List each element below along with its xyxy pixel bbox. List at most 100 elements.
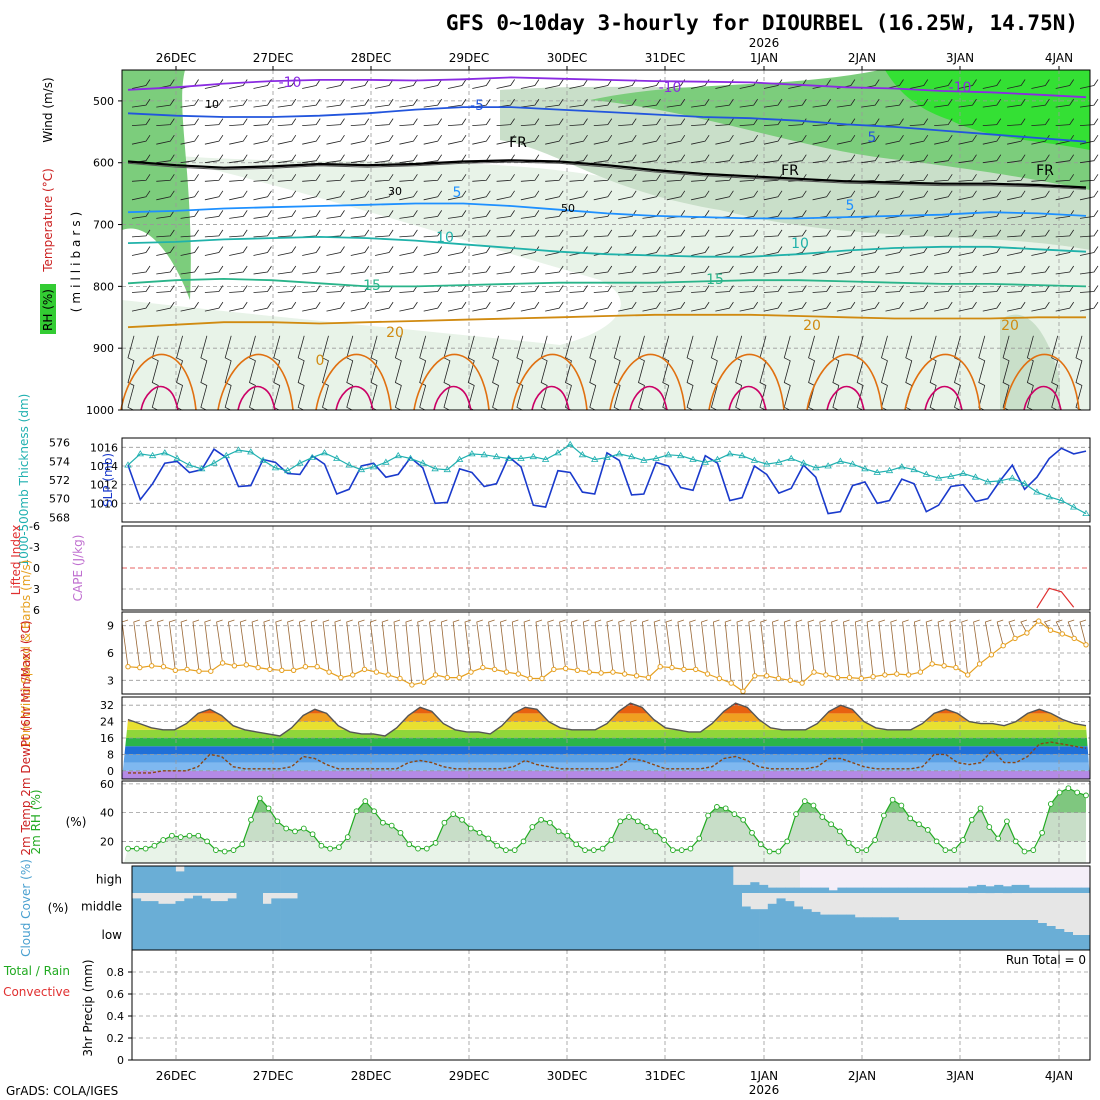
wind-barb-lower: [929, 360, 937, 386]
cloud-bar-high: [323, 866, 333, 893]
ylabel-temperature: Temperature (°C): [41, 168, 55, 273]
cloud-bar-high: [1072, 887, 1082, 893]
wind-barb: [204, 118, 224, 126]
wind-barb: [350, 98, 370, 108]
wind-barb-lower: [322, 360, 329, 386]
wind-barb-lower: [589, 335, 597, 362]
ylabel-precip-total: Total / Rain: [3, 964, 70, 978]
wind-barb: [836, 246, 856, 256]
bottom-date-label: 29DEC: [449, 1069, 489, 1083]
thickness-marker: [161, 449, 169, 456]
thickness-marker: [148, 451, 157, 459]
wind-barb: [666, 190, 686, 201]
wind-barb: [472, 79, 491, 89]
cloud-bar-low: [219, 920, 229, 950]
cloud-bar-middle: [602, 893, 612, 920]
wind-barb: [156, 229, 175, 238]
wind10-barb: [890, 619, 898, 675]
wind-barb: [545, 98, 564, 108]
wind10-barb: [157, 619, 164, 667]
pressure-tick-label: 1000: [86, 404, 114, 417]
wind10-marker: [657, 664, 663, 670]
wind-barb: [545, 79, 564, 89]
thickness-marker: [1020, 479, 1029, 487]
wind-barb: [836, 190, 856, 201]
wind-barb-lower: [1075, 385, 1083, 411]
wind-barb: [569, 174, 588, 182]
thickness-marker: [308, 453, 316, 460]
temperature-contour: [127, 202, 1087, 220]
wind10-marker: [953, 664, 959, 671]
wind10-marker: [728, 680, 734, 686]
thickness-marker: [873, 468, 881, 475]
wind-barb: [253, 98, 272, 108]
wind-barb-lower: [200, 335, 208, 362]
cloud-bar-middle: [863, 917, 873, 920]
contour-label: -10: [949, 80, 972, 96]
wind10-marker: [172, 667, 179, 673]
rh-marker: [766, 848, 773, 855]
cloud-bar-low: [776, 920, 786, 950]
contour-label: 30: [388, 185, 402, 198]
temperature-contours: [127, 76, 1087, 329]
cloud-bar-low: [201, 920, 211, 950]
wind-barb-lower: [249, 360, 256, 386]
wind-barb: [520, 98, 540, 108]
cloud-bar-low: [1020, 920, 1030, 950]
rh-marker: [547, 819, 553, 826]
cloud-bar-middle: [436, 893, 446, 920]
cloud-bar-middle: [462, 893, 472, 920]
wind-tick-label: 6: [107, 647, 114, 660]
temperature-contour: [127, 313, 1086, 329]
cloud-bar-high: [558, 866, 568, 893]
bottom-date-axis: 26DEC 27DEC 28DEC 29DEC 30DEC 31DEC 1JAN 2JAN 3J…: [156, 1069, 1073, 1097]
wind-barb: [982, 265, 1002, 275]
wind-barb: [763, 265, 783, 275]
wind-barb: [375, 301, 394, 312]
wind10-marker: [823, 672, 829, 678]
ylabel-slp: SLP (mb): [101, 453, 115, 507]
cloud-bar-low: [140, 920, 150, 950]
cloud-bar-low: [236, 920, 246, 950]
cloud-bar-middle: [306, 893, 316, 920]
wind-barb: [447, 118, 467, 126]
thickness-marker: [922, 470, 931, 477]
cloud-bar-low: [637, 920, 647, 950]
wind-barb-lower: [978, 335, 986, 362]
cloud-bar-low: [419, 920, 429, 950]
wind-barb: [472, 265, 491, 275]
li-line: [1036, 587, 1075, 609]
wind-barb: [496, 285, 515, 293]
thickness-marker: [615, 450, 624, 457]
cloud-bar-low: [506, 920, 516, 950]
cloud-bar-high: [776, 887, 786, 893]
wind-barb: [739, 79, 759, 89]
pressure-tick-label: 700: [93, 219, 114, 232]
wind10-marker: [562, 665, 569, 672]
cloud-bar-low: [889, 920, 899, 950]
wind-barb: [618, 154, 637, 164]
wind10-barb: [263, 619, 271, 670]
wind-barb-lower: [370, 335, 378, 362]
wind-barb: [1007, 98, 1026, 108]
wind10-marker: [149, 663, 155, 669]
wind-barb: [496, 174, 515, 182]
wind-barb-lower: [589, 360, 597, 386]
wind10-marker: [409, 682, 415, 688]
wind10-marker: [243, 662, 250, 668]
bottom-date-label: 3JAN: [946, 1069, 974, 1083]
cloud-bar-high: [166, 866, 176, 893]
rh-marker: [881, 812, 887, 819]
rh-clear-area: [122, 150, 621, 345]
rh-marker: [344, 834, 351, 840]
rh-marker: [714, 804, 720, 810]
cloud-bar-low: [1072, 935, 1082, 950]
wind-barb: [399, 79, 418, 89]
cloud-bar-middle: [419, 893, 429, 920]
wind-barb: [885, 285, 904, 293]
wind-barb: [326, 79, 345, 89]
cloud-bar-middle: [454, 893, 464, 920]
wind-barb: [1079, 210, 1099, 219]
wind-barb: [447, 301, 467, 312]
cloud-bar-high: [654, 866, 664, 893]
